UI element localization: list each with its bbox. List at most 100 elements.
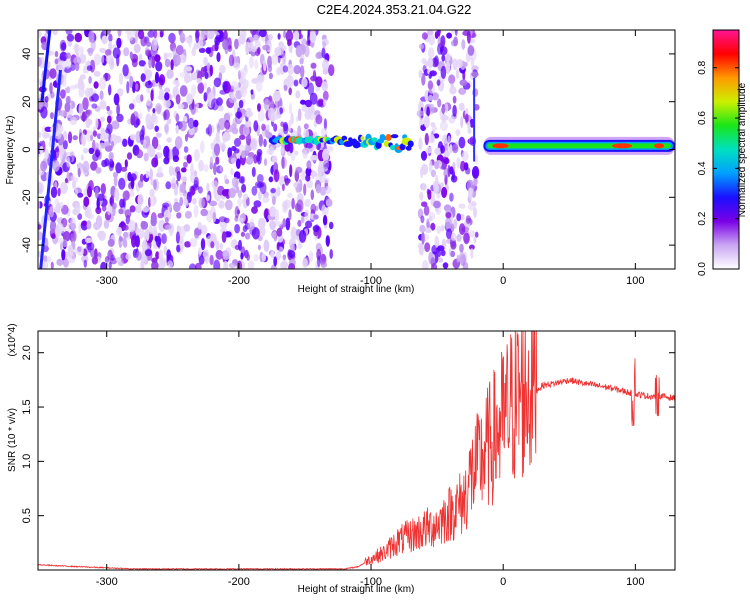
spectrogram-noise-blob xyxy=(240,231,245,237)
spectrogram-noise-blob xyxy=(151,55,156,69)
spectrogram-noise-blob xyxy=(51,233,56,240)
spectrogram-noise-blob xyxy=(253,154,258,164)
spectrogram-noise-blob xyxy=(87,48,93,57)
spectrogram-noise-blob xyxy=(449,86,457,95)
spectrogram-noise-blob xyxy=(323,118,327,131)
spectrogram-noise-blob xyxy=(207,124,212,137)
spectrogram-noise-blob xyxy=(59,242,63,251)
spectrogram-noise-blob xyxy=(84,208,90,218)
spectrogram-noise-blob xyxy=(282,52,287,65)
spectrogram-noise-blob xyxy=(93,71,101,77)
spectrogram-noise-blob xyxy=(155,251,160,260)
spectrogram-noise-blob xyxy=(456,234,462,242)
spectrogram-noise-blob xyxy=(253,34,260,43)
spectrogram-noise-blob xyxy=(418,243,424,256)
spectrogram-noise-blob xyxy=(448,74,456,84)
spectrogram-noise-blob xyxy=(419,224,426,233)
spectrogram-noise-blob xyxy=(470,58,475,67)
spectrogram-noise-blob xyxy=(78,103,84,116)
spectrogram-noise-blob xyxy=(48,206,55,218)
spectrogram-noise-blob xyxy=(93,81,99,89)
spectrogram-noise-blob xyxy=(275,142,281,148)
spectrogram-noise-blob xyxy=(302,149,308,159)
spectrogram-noise-blob xyxy=(99,116,105,122)
spectrogram-noise-blob xyxy=(38,201,41,209)
spectrogram-noise-blob xyxy=(237,189,243,199)
spectrogram-noise-blob xyxy=(256,155,261,162)
spectrogram-noise-blob xyxy=(191,46,197,57)
spectrogram-noise-blob xyxy=(135,83,139,91)
spectrogram-noise-blob xyxy=(268,176,274,183)
spectrogram-noise-blob xyxy=(97,230,105,239)
spectrogram-noise-blob xyxy=(228,54,235,67)
spectrogram-noise-blob xyxy=(251,227,260,240)
spectrogram-noise-blob xyxy=(317,255,321,268)
spectrogram-noise-blob xyxy=(91,93,99,102)
spectrogram-noise-blob xyxy=(424,60,430,67)
spectrogram-noise-blob xyxy=(322,214,328,226)
spectrogram-noise-blob xyxy=(57,187,61,197)
spectrogram-noise-blob xyxy=(280,121,285,127)
spectrogram-noise-blob xyxy=(126,81,130,94)
spectrogram-noise-blob xyxy=(221,189,230,197)
spectrogram-noise-blob xyxy=(113,174,118,187)
spectrogram-noise-blob xyxy=(421,32,428,40)
spectrogram-noise-blob xyxy=(161,233,167,245)
spectrogram-noise-blob xyxy=(163,109,170,120)
spectrogram-noise-blob xyxy=(80,133,86,146)
spectrogram-noise-blob xyxy=(69,84,77,90)
spectrogram-noise-blob xyxy=(472,88,479,97)
spectrogram-noise-blob xyxy=(452,58,458,71)
spectrogram-noise-blob xyxy=(206,62,211,73)
spectrogram-noise-blob xyxy=(198,160,204,172)
spectrogram-noise-blob xyxy=(198,255,205,265)
spectrogram-noise-blob xyxy=(322,90,329,101)
spectrogram-noise-blob xyxy=(458,102,465,111)
spectrogram-noise-blob xyxy=(66,33,75,42)
spectrogram-noise-blob xyxy=(209,64,214,77)
spectrogram-noise-blob xyxy=(453,36,458,47)
spectrogram-noise-blob xyxy=(461,39,466,50)
spectrogram-noise-blob xyxy=(434,161,440,170)
spectrogram-noise-blob xyxy=(100,261,107,269)
spectrogram-noise-blob xyxy=(228,187,236,199)
spectrogram-noise-blob xyxy=(62,258,69,268)
spectrogram-noise-blob xyxy=(257,72,265,84)
spectrogram-noise-blob xyxy=(444,217,452,230)
spectrogram-noise-blob xyxy=(428,103,435,115)
spectrogram-noise-blob xyxy=(428,215,433,222)
spectrogram-noise-blob xyxy=(471,65,479,72)
spectrogram-noise-blob xyxy=(224,199,233,211)
spectrogram-noise-blob xyxy=(86,242,95,251)
spectrogram-noise-blob xyxy=(310,62,317,69)
spectrogram-noise-blob xyxy=(447,135,451,145)
spectrogram-noise-blob xyxy=(469,244,475,250)
spectrogram-noise-blob xyxy=(43,132,51,139)
spectrogram-noise-blob xyxy=(270,250,275,259)
spectrogram-noise-blob xyxy=(79,46,84,55)
spectrogram-noise-blob xyxy=(295,45,303,58)
spectrogram-noise-blob xyxy=(65,30,73,35)
spectrogram-noise-blob xyxy=(204,256,209,264)
spectrogram-noise-blob xyxy=(303,123,309,130)
spectrogram-noise-blob xyxy=(293,65,302,75)
spectrogram-noise-blob xyxy=(95,117,99,129)
spectrogram-noise-blob xyxy=(176,212,182,219)
spectrogram-noise-blob xyxy=(115,256,122,263)
spectrogram-noise-blob xyxy=(428,160,433,174)
spectrogram-noise-blob xyxy=(310,203,317,214)
colorbar: 0.0 0.2 0.4 0.6 0.8 Normalized spectral ampl… xyxy=(697,29,748,276)
spectrogram-noise-blob xyxy=(446,32,452,39)
spectrogram-noise-blob xyxy=(249,56,254,69)
spectrogram-noise-blob xyxy=(313,214,319,220)
spectrogram-noise-blob xyxy=(309,92,318,105)
spectrogram-noise-blob xyxy=(269,206,277,218)
snr-y-tick-label: 1.5 xyxy=(21,399,33,414)
spectrogram-noise-blob xyxy=(461,151,469,162)
spectrogram-noise-blob xyxy=(203,82,208,89)
spectrogram-noise-blob xyxy=(297,108,302,121)
spectrogram-noise-blob xyxy=(143,139,147,149)
spectrogram-noise-blob xyxy=(283,84,288,92)
spectrogram-noise-blob xyxy=(176,244,181,253)
spectrogram-noise-blob xyxy=(233,137,242,147)
